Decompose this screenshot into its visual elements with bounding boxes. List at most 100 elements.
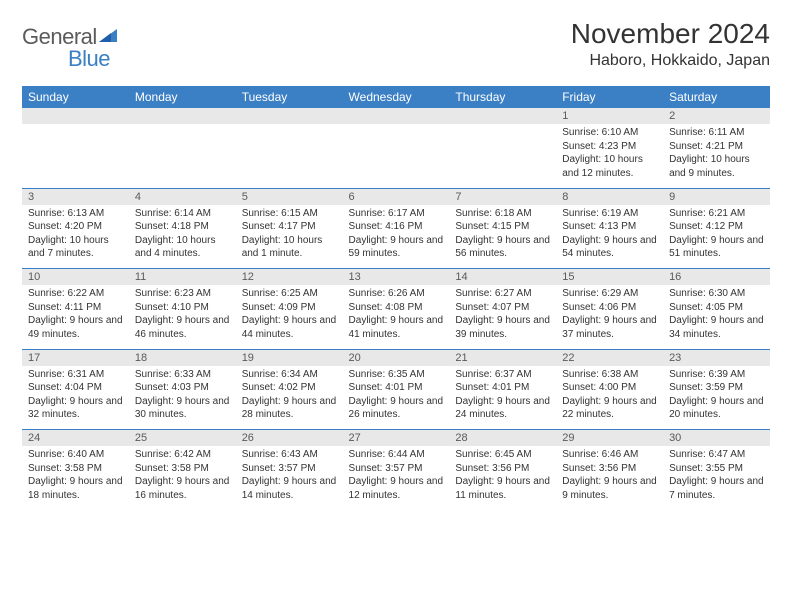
- daylight-text: Daylight: 9 hours and 7 minutes.: [669, 475, 764, 502]
- daylight-text: Daylight: 9 hours and 51 minutes.: [669, 234, 764, 261]
- day-cell: Sunrise: 6:47 AMSunset: 3:55 PMDaylight:…: [663, 446, 770, 510]
- day-number: 16: [663, 269, 770, 286]
- sunrise-text: Sunrise: 6:11 AM: [669, 126, 764, 140]
- day-content-row: Sunrise: 6:10 AMSunset: 4:23 PMDaylight:…: [22, 124, 770, 188]
- daylight-text: Daylight: 9 hours and 20 minutes.: [669, 395, 764, 422]
- day-number: 23: [663, 349, 770, 366]
- title-block: November 2024 Haboro, Hokkaido, Japan: [571, 18, 770, 70]
- day-cell: Sunrise: 6:39 AMSunset: 3:59 PMDaylight:…: [663, 366, 770, 430]
- day-cell: Sunrise: 6:18 AMSunset: 4:15 PMDaylight:…: [449, 205, 556, 269]
- sunrise-text: Sunrise: 6:43 AM: [242, 448, 337, 462]
- daylight-text: Daylight: 10 hours and 12 minutes.: [562, 153, 657, 180]
- daylight-text: Daylight: 9 hours and 22 minutes.: [562, 395, 657, 422]
- day-cell: Sunrise: 6:37 AMSunset: 4:01 PMDaylight:…: [449, 366, 556, 430]
- day-cell: Sunrise: 6:46 AMSunset: 3:56 PMDaylight:…: [556, 446, 663, 510]
- sunrise-text: Sunrise: 6:27 AM: [455, 287, 550, 301]
- logo-text-blue: Blue: [68, 46, 110, 71]
- day-number-row: 12: [22, 108, 770, 124]
- sunrise-text: Sunrise: 6:31 AM: [28, 368, 123, 382]
- day-number: 13: [343, 269, 450, 286]
- day-cell: Sunrise: 6:10 AMSunset: 4:23 PMDaylight:…: [556, 124, 663, 188]
- day-number: 25: [129, 430, 236, 447]
- day-number: [449, 108, 556, 124]
- day-number: 3: [22, 188, 129, 205]
- daylight-text: Daylight: 9 hours and 28 minutes.: [242, 395, 337, 422]
- sunset-text: Sunset: 4:06 PM: [562, 301, 657, 315]
- daylight-text: Daylight: 9 hours and 24 minutes.: [455, 395, 550, 422]
- sunrise-text: Sunrise: 6:21 AM: [669, 207, 764, 221]
- sunset-text: Sunset: 4:01 PM: [455, 381, 550, 395]
- sunset-text: Sunset: 4:02 PM: [242, 381, 337, 395]
- daylight-text: Daylight: 10 hours and 1 minute.: [242, 234, 337, 261]
- day-cell: Sunrise: 6:33 AMSunset: 4:03 PMDaylight:…: [129, 366, 236, 430]
- daylight-text: Daylight: 9 hours and 56 minutes.: [455, 234, 550, 261]
- sunrise-text: Sunrise: 6:10 AM: [562, 126, 657, 140]
- daylight-text: Daylight: 9 hours and 39 minutes.: [455, 314, 550, 341]
- sunrise-text: Sunrise: 6:40 AM: [28, 448, 123, 462]
- day-cell: Sunrise: 6:31 AMSunset: 4:04 PMDaylight:…: [22, 366, 129, 430]
- day-content-row: Sunrise: 6:13 AMSunset: 4:20 PMDaylight:…: [22, 205, 770, 269]
- sunset-text: Sunset: 4:17 PM: [242, 220, 337, 234]
- sunrise-text: Sunrise: 6:37 AM: [455, 368, 550, 382]
- sunrise-text: Sunrise: 6:18 AM: [455, 207, 550, 221]
- day-number: 2: [663, 108, 770, 124]
- day-cell: Sunrise: 6:25 AMSunset: 4:09 PMDaylight:…: [236, 285, 343, 349]
- sunrise-text: Sunrise: 6:42 AM: [135, 448, 230, 462]
- sunrise-text: Sunrise: 6:14 AM: [135, 207, 230, 221]
- daylight-text: Daylight: 9 hours and 44 minutes.: [242, 314, 337, 341]
- day-cell: Sunrise: 6:35 AMSunset: 4:01 PMDaylight:…: [343, 366, 450, 430]
- day-content-row: Sunrise: 6:31 AMSunset: 4:04 PMDaylight:…: [22, 366, 770, 430]
- day-number: 28: [449, 430, 556, 447]
- day-cell: Sunrise: 6:44 AMSunset: 3:57 PMDaylight:…: [343, 446, 450, 510]
- sunrise-text: Sunrise: 6:22 AM: [28, 287, 123, 301]
- sunset-text: Sunset: 4:10 PM: [135, 301, 230, 315]
- sunset-text: Sunset: 4:00 PM: [562, 381, 657, 395]
- daylight-text: Daylight: 10 hours and 7 minutes.: [28, 234, 123, 261]
- sunrise-text: Sunrise: 6:45 AM: [455, 448, 550, 462]
- day-number: 30: [663, 430, 770, 447]
- daylight-text: Daylight: 9 hours and 34 minutes.: [669, 314, 764, 341]
- day-number: [129, 108, 236, 124]
- day-number: 4: [129, 188, 236, 205]
- day-cell: [236, 124, 343, 188]
- day-number: 29: [556, 430, 663, 447]
- daylight-text: Daylight: 9 hours and 59 minutes.: [349, 234, 444, 261]
- location: Haboro, Hokkaido, Japan: [571, 52, 770, 70]
- day-number: 15: [556, 269, 663, 286]
- daylight-text: Daylight: 10 hours and 4 minutes.: [135, 234, 230, 261]
- daylight-text: Daylight: 10 hours and 9 minutes.: [669, 153, 764, 180]
- day-number: [236, 108, 343, 124]
- day-cell: Sunrise: 6:17 AMSunset: 4:16 PMDaylight:…: [343, 205, 450, 269]
- sunset-text: Sunset: 4:13 PM: [562, 220, 657, 234]
- day-cell: [449, 124, 556, 188]
- day-number: 20: [343, 349, 450, 366]
- day-number-row: 10111213141516: [22, 269, 770, 286]
- day-number: 19: [236, 349, 343, 366]
- day-header: Friday: [556, 86, 663, 108]
- day-cell: Sunrise: 6:34 AMSunset: 4:02 PMDaylight:…: [236, 366, 343, 430]
- sunset-text: Sunset: 3:58 PM: [28, 462, 123, 476]
- sunset-text: Sunset: 4:03 PM: [135, 381, 230, 395]
- sunrise-text: Sunrise: 6:19 AM: [562, 207, 657, 221]
- sunset-text: Sunset: 3:56 PM: [562, 462, 657, 476]
- day-cell: Sunrise: 6:19 AMSunset: 4:13 PMDaylight:…: [556, 205, 663, 269]
- daylight-text: Daylight: 9 hours and 12 minutes.: [349, 475, 444, 502]
- sunrise-text: Sunrise: 6:23 AM: [135, 287, 230, 301]
- calendar-body: 12Sunrise: 6:10 AMSunset: 4:23 PMDayligh…: [22, 108, 770, 510]
- day-cell: Sunrise: 6:38 AMSunset: 4:00 PMDaylight:…: [556, 366, 663, 430]
- sunset-text: Sunset: 3:56 PM: [455, 462, 550, 476]
- sunset-text: Sunset: 4:15 PM: [455, 220, 550, 234]
- daylight-text: Daylight: 9 hours and 30 minutes.: [135, 395, 230, 422]
- day-number-row: 3456789: [22, 188, 770, 205]
- day-number: 6: [343, 188, 450, 205]
- day-number-row: 24252627282930: [22, 430, 770, 447]
- day-cell: Sunrise: 6:27 AMSunset: 4:07 PMDaylight:…: [449, 285, 556, 349]
- daylight-text: Daylight: 9 hours and 11 minutes.: [455, 475, 550, 502]
- logo-sail-icon: [99, 27, 119, 48]
- day-number: 8: [556, 188, 663, 205]
- day-cell: Sunrise: 6:23 AMSunset: 4:10 PMDaylight:…: [129, 285, 236, 349]
- day-header-row: Sunday Monday Tuesday Wednesday Thursday…: [22, 86, 770, 108]
- day-header: Thursday: [449, 86, 556, 108]
- day-cell: Sunrise: 6:30 AMSunset: 4:05 PMDaylight:…: [663, 285, 770, 349]
- sunset-text: Sunset: 4:12 PM: [669, 220, 764, 234]
